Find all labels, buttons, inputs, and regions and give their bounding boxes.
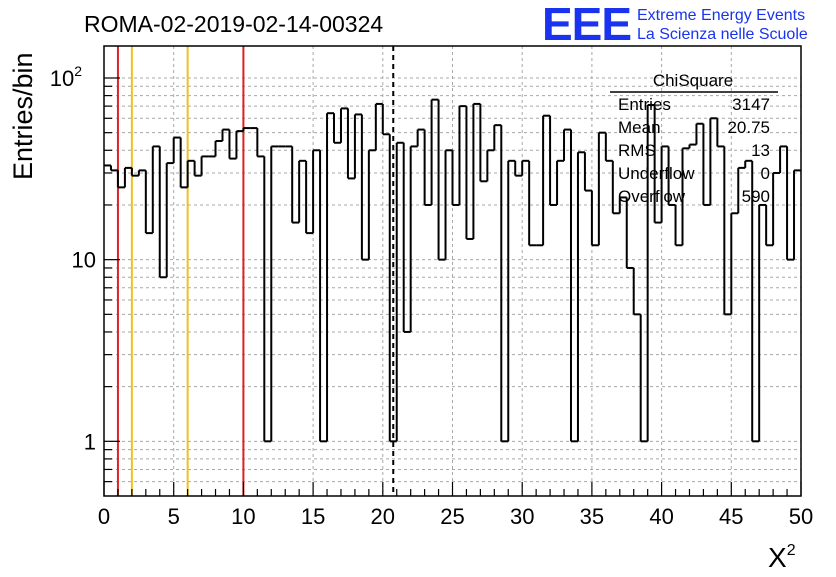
y-tick-label: 10 (72, 248, 96, 273)
stats-value-underflow: 0 (761, 164, 770, 183)
x-tick-label: 0 (98, 504, 110, 529)
y-tick-label: 102 (50, 63, 82, 91)
tick-labels: 0 5 10 15 20 25 30 35 40 45 50 1 10 102 (50, 63, 814, 529)
stats-label-rms: RMS (618, 141, 656, 160)
eee-logo-mark: EEE (542, 0, 631, 50)
axes (103, 45, 802, 497)
histogram (104, 98, 801, 443)
x-tick-label: 10 (231, 504, 255, 529)
stats-label-underflow: Underflow (618, 164, 695, 183)
eee-logo-line1: Extreme Energy Events (637, 7, 805, 24)
x-axis-label-superscript: 2 (787, 542, 796, 559)
stats-label-entries: Entries (618, 95, 671, 114)
eee-logo-line2: La Scienza nelle Scuole (637, 26, 808, 43)
x-tick-label: 25 (440, 504, 464, 529)
x-tick-label: 35 (580, 504, 604, 529)
y-tick-label: 1 (84, 429, 96, 454)
x-tick-label: 40 (649, 504, 673, 529)
x-tick-label: 45 (719, 504, 743, 529)
stats-value-rms: 13 (751, 141, 770, 160)
x-tick-label: 50 (789, 504, 813, 529)
y-axis-label: Entries/bin (8, 52, 38, 180)
x-axis-label-base: X (768, 542, 787, 572)
x-tick-label: 15 (301, 504, 325, 529)
eee-logo: EEE Extreme Energy Events La Scienza nel… (542, 0, 808, 50)
x-axis-label: X2 (768, 542, 796, 572)
stats-label-mean: Mean (618, 118, 661, 137)
stats-box: ChiSquare Entries 3147 Mean 20.75 RMS 13… (610, 71, 778, 206)
x-tick-label: 5 (168, 504, 180, 529)
stats-value-entries: 3147 (732, 95, 770, 114)
stats-value-overflow: 590 (742, 187, 770, 206)
stats-title: ChiSquare (653, 71, 733, 90)
stats-label-overflow: Overflow (618, 187, 686, 206)
chart-title: ROMA-02-2019-02-14-00324 (84, 11, 383, 37)
x-tick-label: 20 (371, 504, 395, 529)
stats-value-mean: 20.75 (727, 118, 770, 137)
reference-lines (116, 46, 395, 496)
x-tick-label: 30 (510, 504, 534, 529)
